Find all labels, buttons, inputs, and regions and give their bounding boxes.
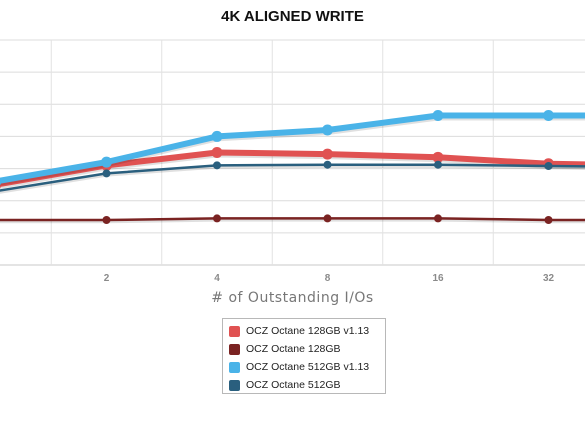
x-tick-label: 8: [325, 273, 331, 284]
x-tick-label: 2: [104, 273, 110, 284]
data-point[interactable]: [102, 169, 111, 178]
data-point[interactable]: [0, 176, 2, 187]
data-point[interactable]: [323, 214, 332, 223]
legend-swatch: [229, 379, 240, 391]
legend-label: OCZ Octane 512GB: [246, 379, 341, 391]
data-point[interactable]: [213, 161, 221, 170]
legend-item[interactable]: OCZ Octane 128GB v1.13: [229, 322, 385, 340]
x-tick-label: 16: [432, 273, 444, 284]
data-point[interactable]: [432, 110, 444, 122]
data-point[interactable]: [101, 156, 112, 168]
grid: [0, 39, 585, 266]
data-point[interactable]: [322, 124, 333, 136]
legend-swatch: [229, 325, 240, 337]
data-point[interactable]: [102, 216, 111, 224]
data-point[interactable]: [213, 214, 221, 223]
legend-item[interactable]: OCZ Octane 512GB v1.13: [229, 358, 385, 376]
legend-item[interactable]: OCZ Octane 128GB: [229, 340, 385, 358]
legend: OCZ Octane 128GB v1.13 OCZ Octane 128GB …: [222, 318, 386, 394]
legend-label: OCZ Octane 128GB v1.13: [246, 325, 370, 337]
x-axis-ticks: 2 4 8 16 32: [104, 273, 555, 284]
data-point[interactable]: [211, 130, 223, 142]
legend-item[interactable]: OCZ Octane 512GB: [229, 376, 385, 394]
legend-label: OCZ Octane 128GB: [246, 343, 341, 355]
series-3: [0, 160, 585, 194]
data-point[interactable]: [323, 160, 332, 169]
series-lines: [0, 110, 585, 224]
x-tick-label: 4: [214, 273, 220, 284]
data-point[interactable]: [434, 160, 442, 169]
data-point[interactable]: [544, 216, 553, 224]
chart-title: 4K ALIGNED WRITE: [221, 8, 364, 25]
legend-swatch: [229, 343, 240, 355]
data-point[interactable]: [434, 214, 442, 223]
data-point[interactable]: [432, 151, 444, 163]
legend-label: OCZ Octane 512GB v1.13: [246, 361, 370, 373]
data-point[interactable]: [544, 162, 553, 170]
x-tick-label: 32: [543, 273, 555, 284]
series-2: [0, 110, 585, 187]
data-point[interactable]: [211, 147, 223, 158]
series-1: [0, 214, 585, 224]
legend-swatch: [229, 361, 240, 373]
data-point[interactable]: [543, 110, 554, 122]
data-point[interactable]: [322, 148, 333, 160]
x-axis-label: # of Outstanding I/Os: [211, 290, 374, 306]
